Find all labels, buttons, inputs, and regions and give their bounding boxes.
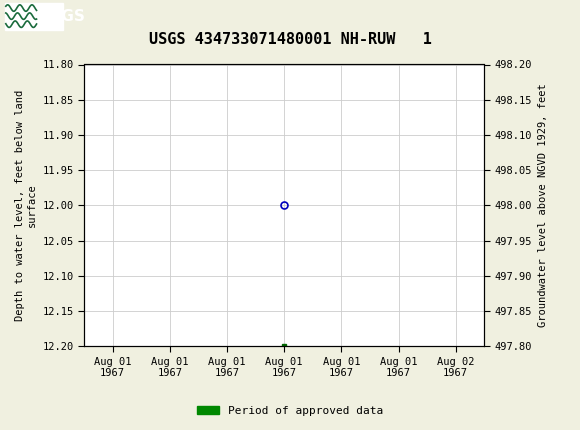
FancyBboxPatch shape (5, 3, 63, 30)
Y-axis label: Depth to water level, feet below land
surface: Depth to water level, feet below land su… (15, 90, 37, 321)
Text: USGS: USGS (38, 9, 85, 24)
Legend: Period of approved data: Period of approved data (193, 401, 387, 420)
Text: USGS 434733071480001 NH-RUW   1: USGS 434733071480001 NH-RUW 1 (148, 32, 432, 47)
Y-axis label: Groundwater level above NGVD 1929, feet: Groundwater level above NGVD 1929, feet (538, 83, 548, 327)
